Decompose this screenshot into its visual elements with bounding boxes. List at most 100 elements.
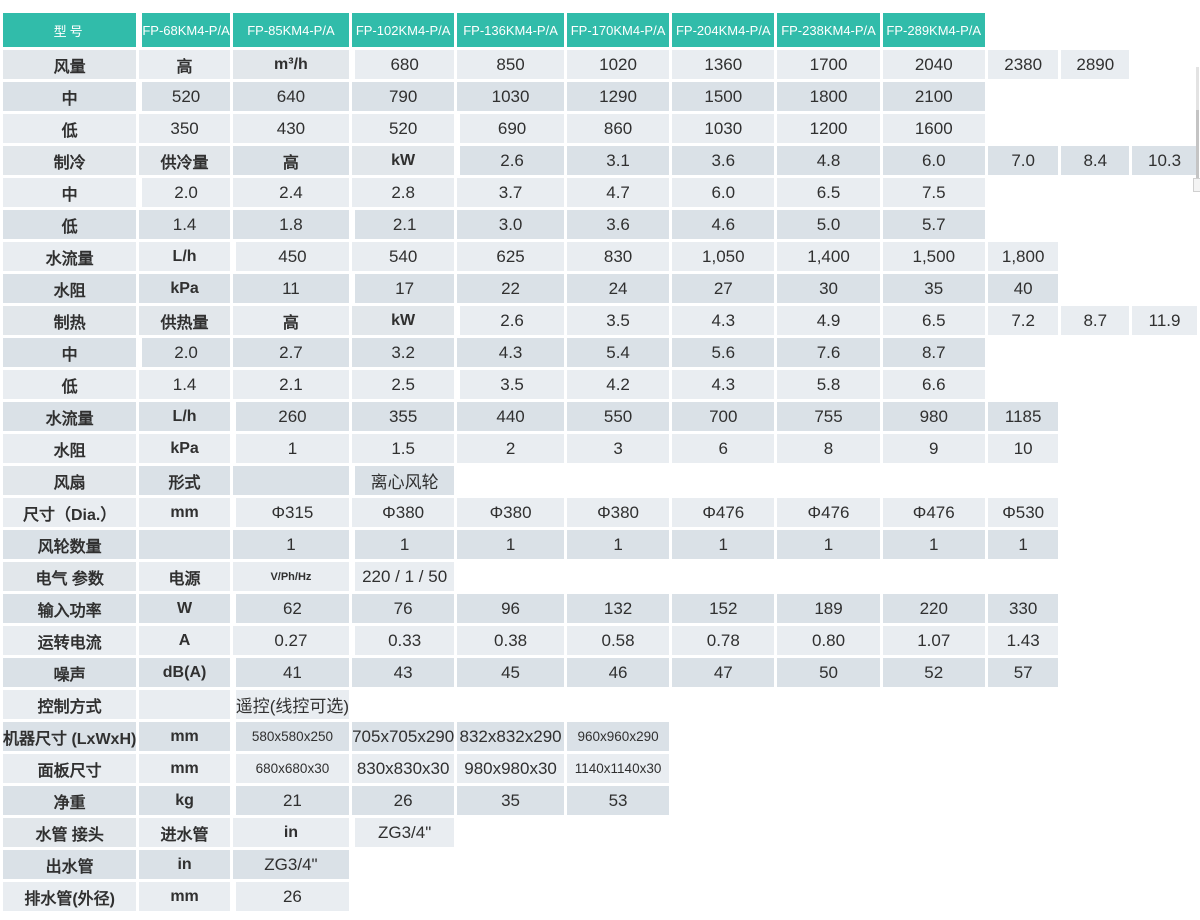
table-row: 风扇 形式 离心风轮 xyxy=(3,466,1197,495)
value-cell: 17 xyxy=(352,274,455,303)
value-cell: 980 xyxy=(882,402,985,431)
table-row: 净重 kg 21 26 35 53 xyxy=(3,786,1197,815)
value-cell: 1 xyxy=(777,530,880,559)
value-cell: 遥控(线控可选) xyxy=(232,690,350,719)
value-cell: 152 xyxy=(672,594,775,623)
value-cell: 4.7 xyxy=(566,178,670,207)
value-cell: 580x580x250 xyxy=(232,722,350,751)
value-cell: Φ476 xyxy=(672,498,775,527)
label-cell: m³/h xyxy=(232,50,350,79)
value-cell: 2.6 xyxy=(457,146,564,175)
table-row: 电气 参数 电源 V/Ph/Hz 220 / 1 / 50 xyxy=(3,562,1197,591)
table-row: 尺寸（Dia.） mm Φ315 Φ380 Φ380 Φ380 Φ476 Φ476 Φ476 Φ5… xyxy=(3,498,1197,527)
label-cell: 噪声 xyxy=(3,658,137,687)
value-cell: 2.4 xyxy=(232,178,350,207)
table-row: 制热 供热量高 kW 2.6 3.5 4.3 4.9 6.5 7.2 8.7 11.9 xyxy=(3,306,1197,335)
value-cell: 1.07 xyxy=(882,626,985,655)
label-cell: 中 xyxy=(3,178,137,207)
value-cell: 10.3 xyxy=(1132,146,1197,175)
unit-cell: dB(A) xyxy=(139,658,230,687)
value-cell: 0.33 xyxy=(352,626,455,655)
label-cell: 形式 xyxy=(139,466,230,495)
spec-table: 型号 FP-68KM4-P/A FP-85KM4-P/A FP-102KM4-P/A F… xyxy=(0,10,1200,914)
value-cell: 4.2 xyxy=(566,370,670,399)
label-cell: 出水管 xyxy=(3,850,137,879)
value-cell: 1,800 xyxy=(987,242,1059,271)
value-cell: 2.1 xyxy=(352,210,455,239)
model-header-cell: FP-170KM4-P/A xyxy=(566,13,670,47)
value-cell: 0.80 xyxy=(777,626,880,655)
model-header-cell: FP-289KM4-P/A xyxy=(882,13,985,47)
value-cell: Φ380 xyxy=(457,498,564,527)
value-cell: 832x832x290 xyxy=(457,722,564,751)
table-row: 噪声 dB(A) 41 43 45 46 47 50 52 57 xyxy=(3,658,1197,687)
value-cell: 850 xyxy=(457,50,564,79)
value-cell: 1 xyxy=(352,530,455,559)
model-header-cell: FP-204KM4-P/A xyxy=(672,13,775,47)
value-cell: 52 xyxy=(882,658,985,687)
value-cell: Φ530 xyxy=(987,498,1059,527)
value-cell: Φ380 xyxy=(566,498,670,527)
value-cell: 189 xyxy=(777,594,880,623)
value-cell: 1 xyxy=(566,530,670,559)
unit-cell xyxy=(232,466,350,495)
table-row: 机器尺寸 (LxWxH) mm 580x580x250 705x705x290 832x… xyxy=(3,722,1197,751)
label-cell: 高 xyxy=(232,306,350,335)
value-cell: 4.3 xyxy=(672,370,775,399)
table-row: 低 350 430 520 690 860 1030 1200 1600 xyxy=(3,114,1197,143)
scrollbar-thumb[interactable] xyxy=(1196,110,1199,178)
value-cell: 700 xyxy=(672,402,775,431)
value-cell: 96 xyxy=(457,594,564,623)
value-cell: 5.8 xyxy=(777,370,880,399)
value-cell: 2.6 xyxy=(457,306,564,335)
value-cell: 4.9 xyxy=(777,306,880,335)
value-cell: 1,400 xyxy=(777,242,880,271)
value-cell: 790 xyxy=(352,82,455,111)
value-cell: ZG3/4" xyxy=(232,850,350,879)
value-cell: 1 xyxy=(672,530,775,559)
table-row: 中 520 640 790 1030 1290 1500 1800 2100 xyxy=(3,82,1197,111)
value-cell: 40 xyxy=(987,274,1059,303)
value-cell: 4.6 xyxy=(672,210,775,239)
unit-cell: L/h xyxy=(139,242,230,271)
label-cell: 进水管 xyxy=(139,818,230,847)
value-cell: 520 xyxy=(139,82,230,111)
table-row: 排水管(外径) mm 26 xyxy=(3,882,1197,911)
label-cell: 风扇 xyxy=(3,466,137,495)
label-cell: 高 xyxy=(232,146,350,175)
value-cell: 11 xyxy=(232,274,350,303)
value-cell: 2890 xyxy=(1061,50,1130,79)
unit-cell xyxy=(139,690,230,719)
value-cell: 27 xyxy=(672,274,775,303)
model-header-cell: FP-85KM4-P/A xyxy=(232,13,350,47)
value-cell: 3.5 xyxy=(457,370,564,399)
value-cell: 43 xyxy=(352,658,455,687)
value-cell: 3.2 xyxy=(352,338,455,367)
label-cell: 制热 xyxy=(3,306,137,335)
value-cell: 2380 xyxy=(987,50,1059,79)
value-cell: 8.7 xyxy=(882,338,985,367)
value-cell: 离心风轮 xyxy=(352,466,455,495)
value-cell: 2100 xyxy=(882,82,985,111)
value-cell: 3.6 xyxy=(566,210,670,239)
value-cell: 3.6 xyxy=(672,146,775,175)
label-cell: 中 xyxy=(3,338,137,367)
value-cell: 1030 xyxy=(672,114,775,143)
page: { "colors": { "header_bg": "#31bcaa", "h… xyxy=(0,10,1200,920)
table-row: 控制方式 遥控(线控可选) xyxy=(3,690,1197,719)
unit-cell: V/Ph/Hz xyxy=(232,562,350,591)
table-corner-label: 型号 xyxy=(3,13,137,47)
value-cell: 62 xyxy=(232,594,350,623)
value-cell: 1.4 xyxy=(139,210,230,239)
value-cell: 45 xyxy=(457,658,564,687)
label-cell: 水流量 xyxy=(3,402,137,431)
value-cell: 1.43 xyxy=(987,626,1059,655)
value-cell: 1140x1140x30 xyxy=(566,754,670,783)
value-cell: 1020 xyxy=(566,50,670,79)
value-cell: 8.7 xyxy=(1061,306,1130,335)
label-cell: 供冷量 xyxy=(139,146,230,175)
value-cell: Φ476 xyxy=(882,498,985,527)
table-row: 风量高 m³/h 680 850 1020 1360 1700 2040 2380 2890 xyxy=(3,50,1197,79)
value-cell: 9 xyxy=(882,434,985,463)
value-cell: 540 xyxy=(352,242,455,271)
